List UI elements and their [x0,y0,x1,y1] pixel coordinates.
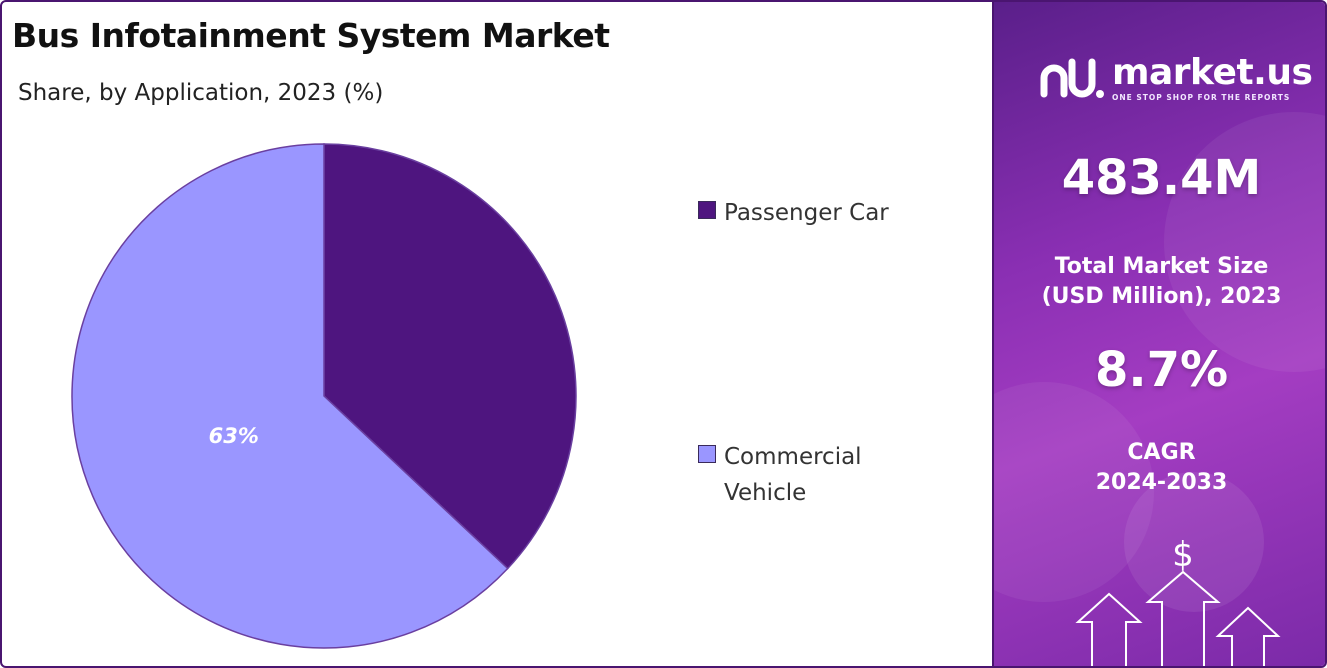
pie-data-label: 63% [209,424,259,448]
legend-swatch-commercial-vehicle [698,445,716,463]
legend-swatch-passenger-car [698,201,716,219]
pie-slice-commercial-vehicle [71,143,509,649]
legend-label-passenger-car: Passenger Car [724,200,889,226]
arrow-up-icon [1075,592,1143,666]
logo-tagline: ONE STOP SHOP FOR THE REPORTS [1112,92,1291,102]
logo-icon [1040,58,1104,98]
background-coin [1124,472,1264,612]
chart-title: Bus Infotainment System Market [12,16,610,55]
dollar-icon: $ [1172,535,1194,575]
pie-chart: 63% [71,143,577,649]
logo-text: market.us [1112,51,1313,93]
arrow-up-icon [1215,606,1281,666]
legend-label-commercial-vehicle: Commercial Vehicle [724,444,862,506]
cagr-caption-line2: 2024-2033 [1095,470,1228,495]
brand-logo: market.us ONE STOP SHOP FOR THE REPORTS [1038,50,1313,106]
chart-subtitle: Share, by Application, 2023 (%) [18,80,384,106]
legend-item-commercial-vehicle: Commercial Vehicle [698,439,894,511]
cagr-value: 8.7% [1094,342,1229,398]
pie-slice-passenger-car [323,143,577,570]
arrow-up-icon [1145,570,1221,666]
market-size-caption-line1: Total Market Size [1054,254,1269,279]
summary-sidebar: market.us ONE STOP SHOP FOR THE REPORTS … [992,2,1325,666]
growth-arrows-graphic: $ [1075,535,1281,666]
market-size-value: 483.4M [1061,150,1262,206]
legend-item-passenger-car: Passenger Car [698,195,924,231]
market-size-caption-line2: (USD Million), 2023 [1041,284,1282,309]
cagr-caption-line1: CAGR [1127,440,1196,465]
chart-panel: Bus Infotainment System Market Share, by… [2,2,992,666]
